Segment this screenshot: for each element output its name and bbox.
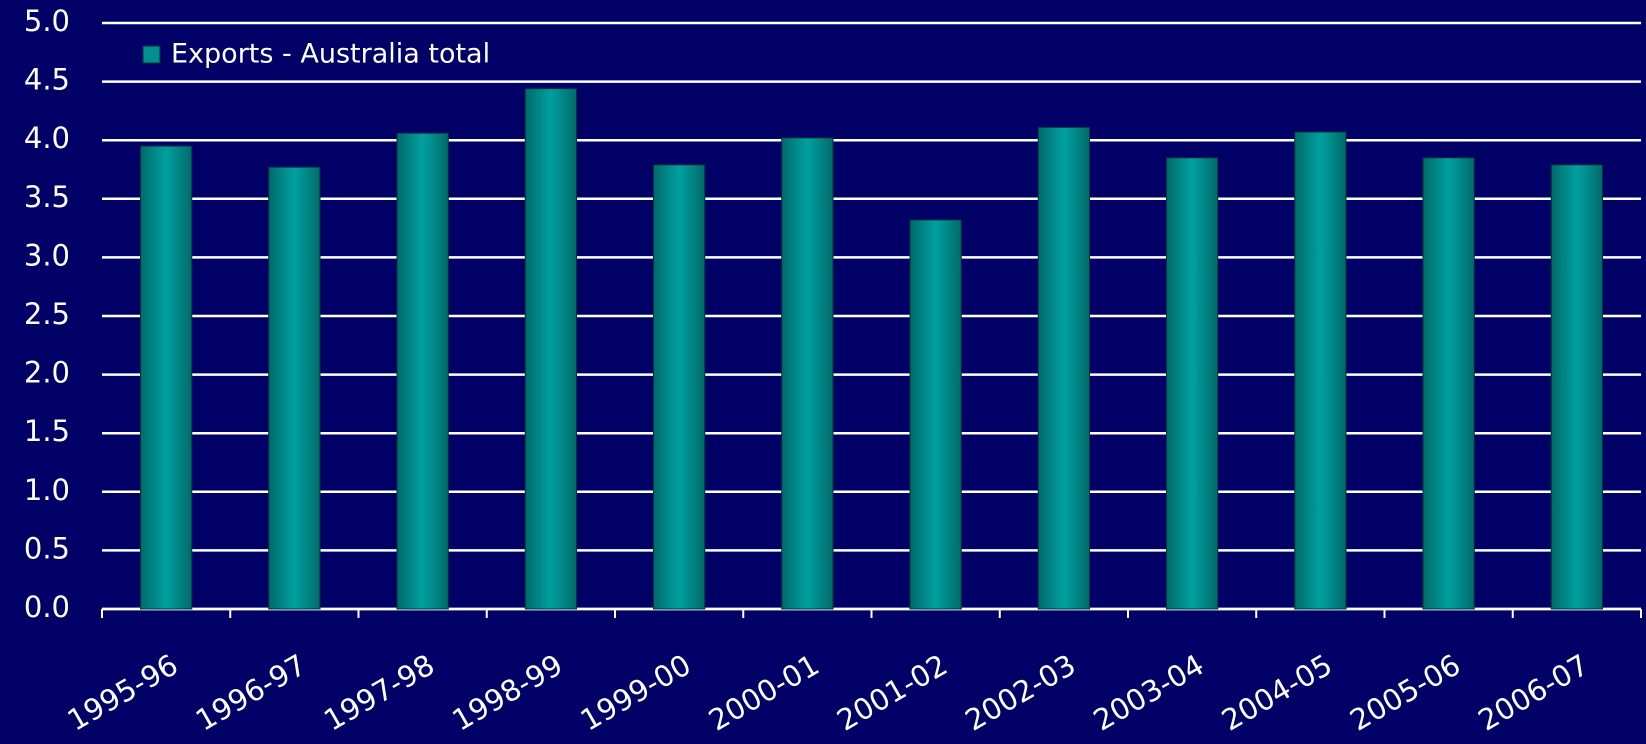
bar (1037, 126, 1091, 610)
y-tick-label: 4.0 (24, 121, 70, 155)
bar (268, 166, 321, 610)
y-tick-label: 1.5 (24, 414, 70, 448)
y-tick-label: 2.5 (24, 297, 70, 331)
y-tick-label: 3.0 (24, 238, 70, 272)
y-tick-label: 0.0 (24, 590, 70, 624)
bar (139, 145, 193, 610)
y-tick-label: 2.0 (24, 356, 70, 390)
y-tick-label: 4.5 (24, 63, 70, 97)
bar (1165, 157, 1219, 610)
bar (1422, 157, 1475, 610)
y-tick-label: 0.5 (24, 531, 70, 565)
bar (396, 132, 449, 610)
bar (652, 164, 706, 610)
y-tick-label: 1.0 (24, 473, 70, 507)
y-tick-label: 3.5 (24, 180, 70, 214)
bar (1550, 164, 1604, 610)
bar (781, 137, 834, 610)
y-tick-label: 5.0 (24, 4, 70, 38)
bar (1294, 131, 1347, 610)
bar (909, 219, 962, 610)
legend-swatch (142, 45, 161, 64)
bar (524, 88, 578, 610)
legend-label: Exports - Australia total (171, 39, 490, 70)
